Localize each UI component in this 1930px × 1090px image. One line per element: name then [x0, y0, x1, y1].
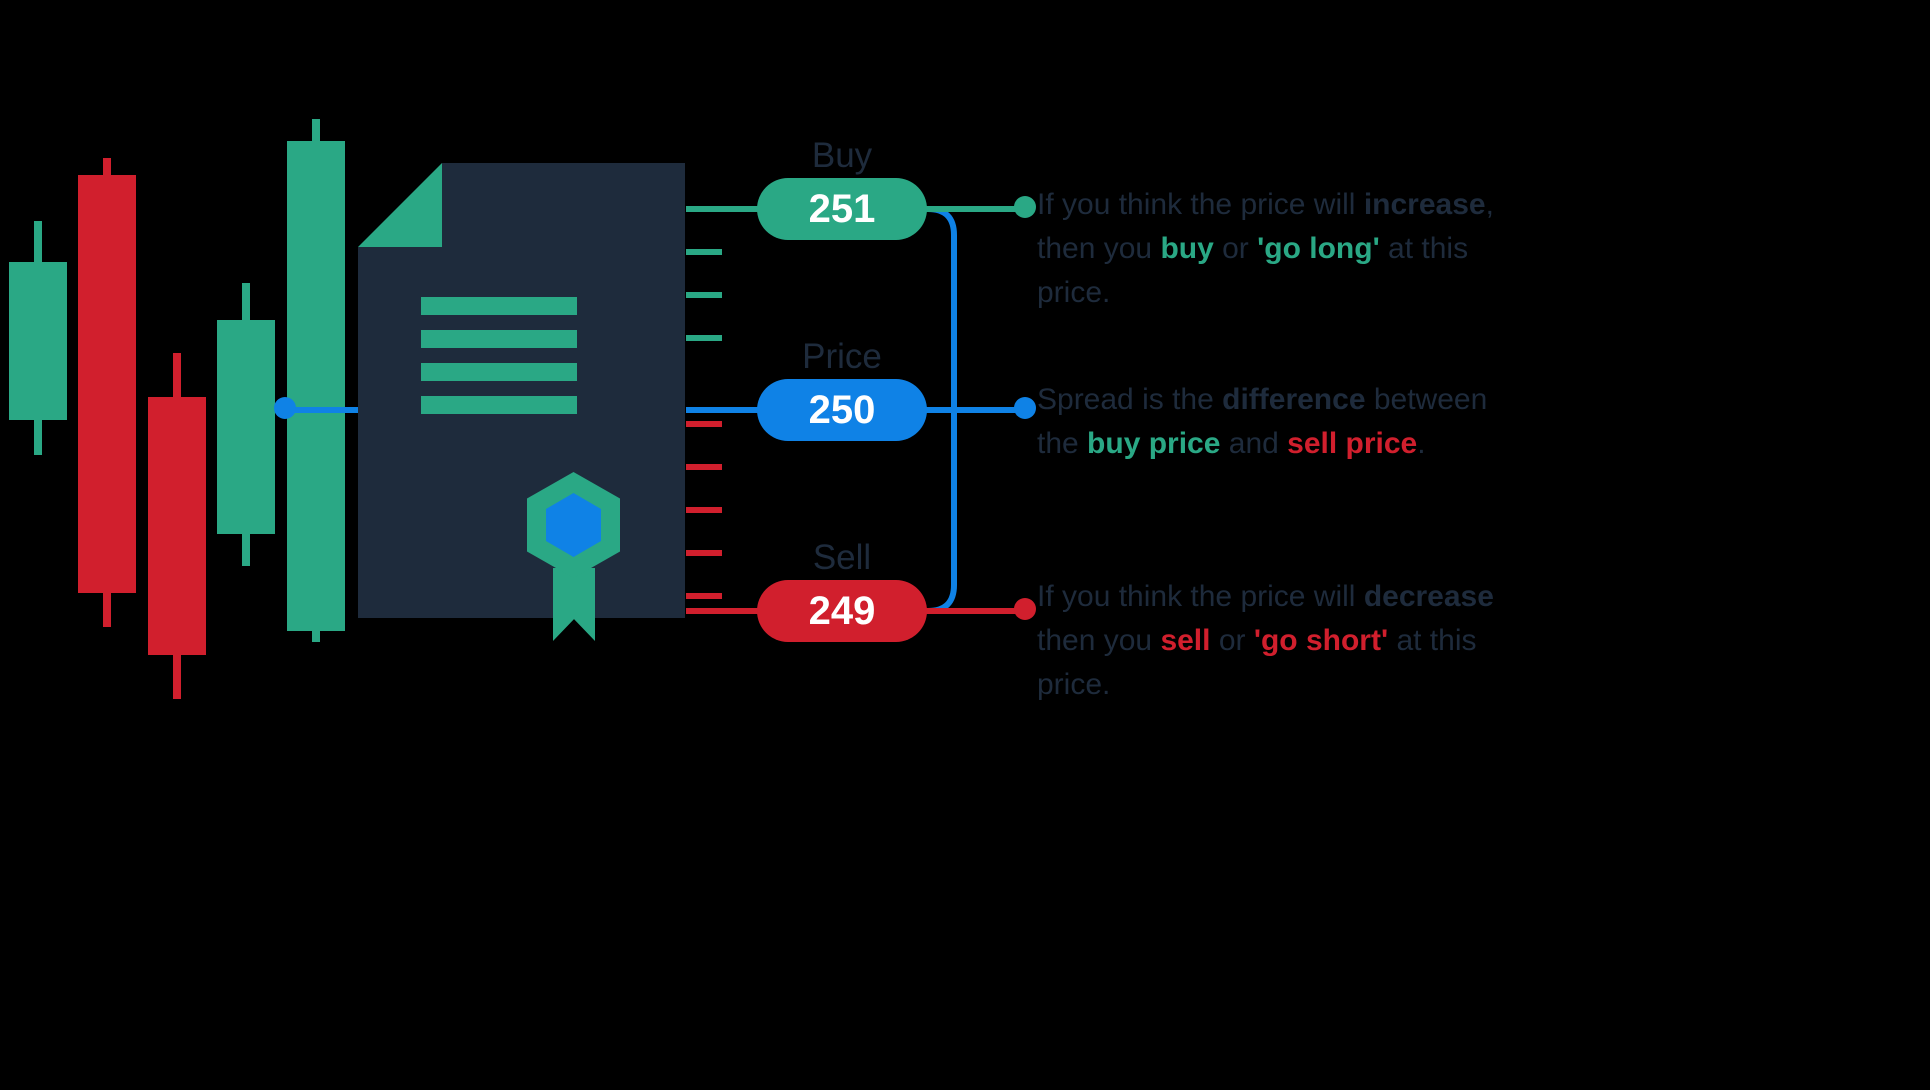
- buy-dot: [1014, 196, 1036, 218]
- buy-label: Buy: [757, 136, 927, 176]
- candle-body-3: [217, 320, 275, 534]
- candle-body-0: [9, 262, 67, 420]
- candle-body-2: [148, 397, 206, 655]
- scale-tick-3: [686, 335, 722, 341]
- document-textline-3: [421, 396, 577, 414]
- scale-tick-8: [686, 550, 722, 556]
- sell-label: Sell: [757, 538, 927, 578]
- price-explanation: Spread is the difference between the buy…: [1037, 378, 1537, 466]
- sell-explanation: If you think the price will decrease the…: [1037, 575, 1537, 707]
- scale-tick-5: [686, 421, 722, 427]
- buy-pill: 251: [757, 178, 927, 240]
- seal-ribbon: [553, 568, 595, 641]
- scale-tick-1: [686, 249, 722, 255]
- price-pill: 250: [757, 379, 927, 441]
- document-textline-0: [421, 297, 577, 315]
- scale-tick-2: [686, 292, 722, 298]
- document-textline-2: [421, 363, 577, 381]
- infographic-stage: 251Buy 250Price 249Sell If you think the pr…: [0, 0, 1560, 823]
- price-label: Price: [757, 337, 927, 377]
- buy-explanation: If you think the price will increase, th…: [1037, 183, 1537, 315]
- scale-tick-9: [686, 593, 722, 599]
- left-connector-dot: [274, 397, 296, 419]
- document-textline-1: [421, 330, 577, 348]
- candle-body-1: [78, 175, 136, 593]
- scale-tick-7: [686, 507, 722, 513]
- document-fold: [358, 163, 442, 247]
- candle-body-4: [287, 141, 345, 631]
- sell-dot: [1014, 598, 1036, 620]
- price-dot: [1014, 397, 1036, 419]
- scale-tick-6: [686, 464, 722, 470]
- sell-pill: 249: [757, 580, 927, 642]
